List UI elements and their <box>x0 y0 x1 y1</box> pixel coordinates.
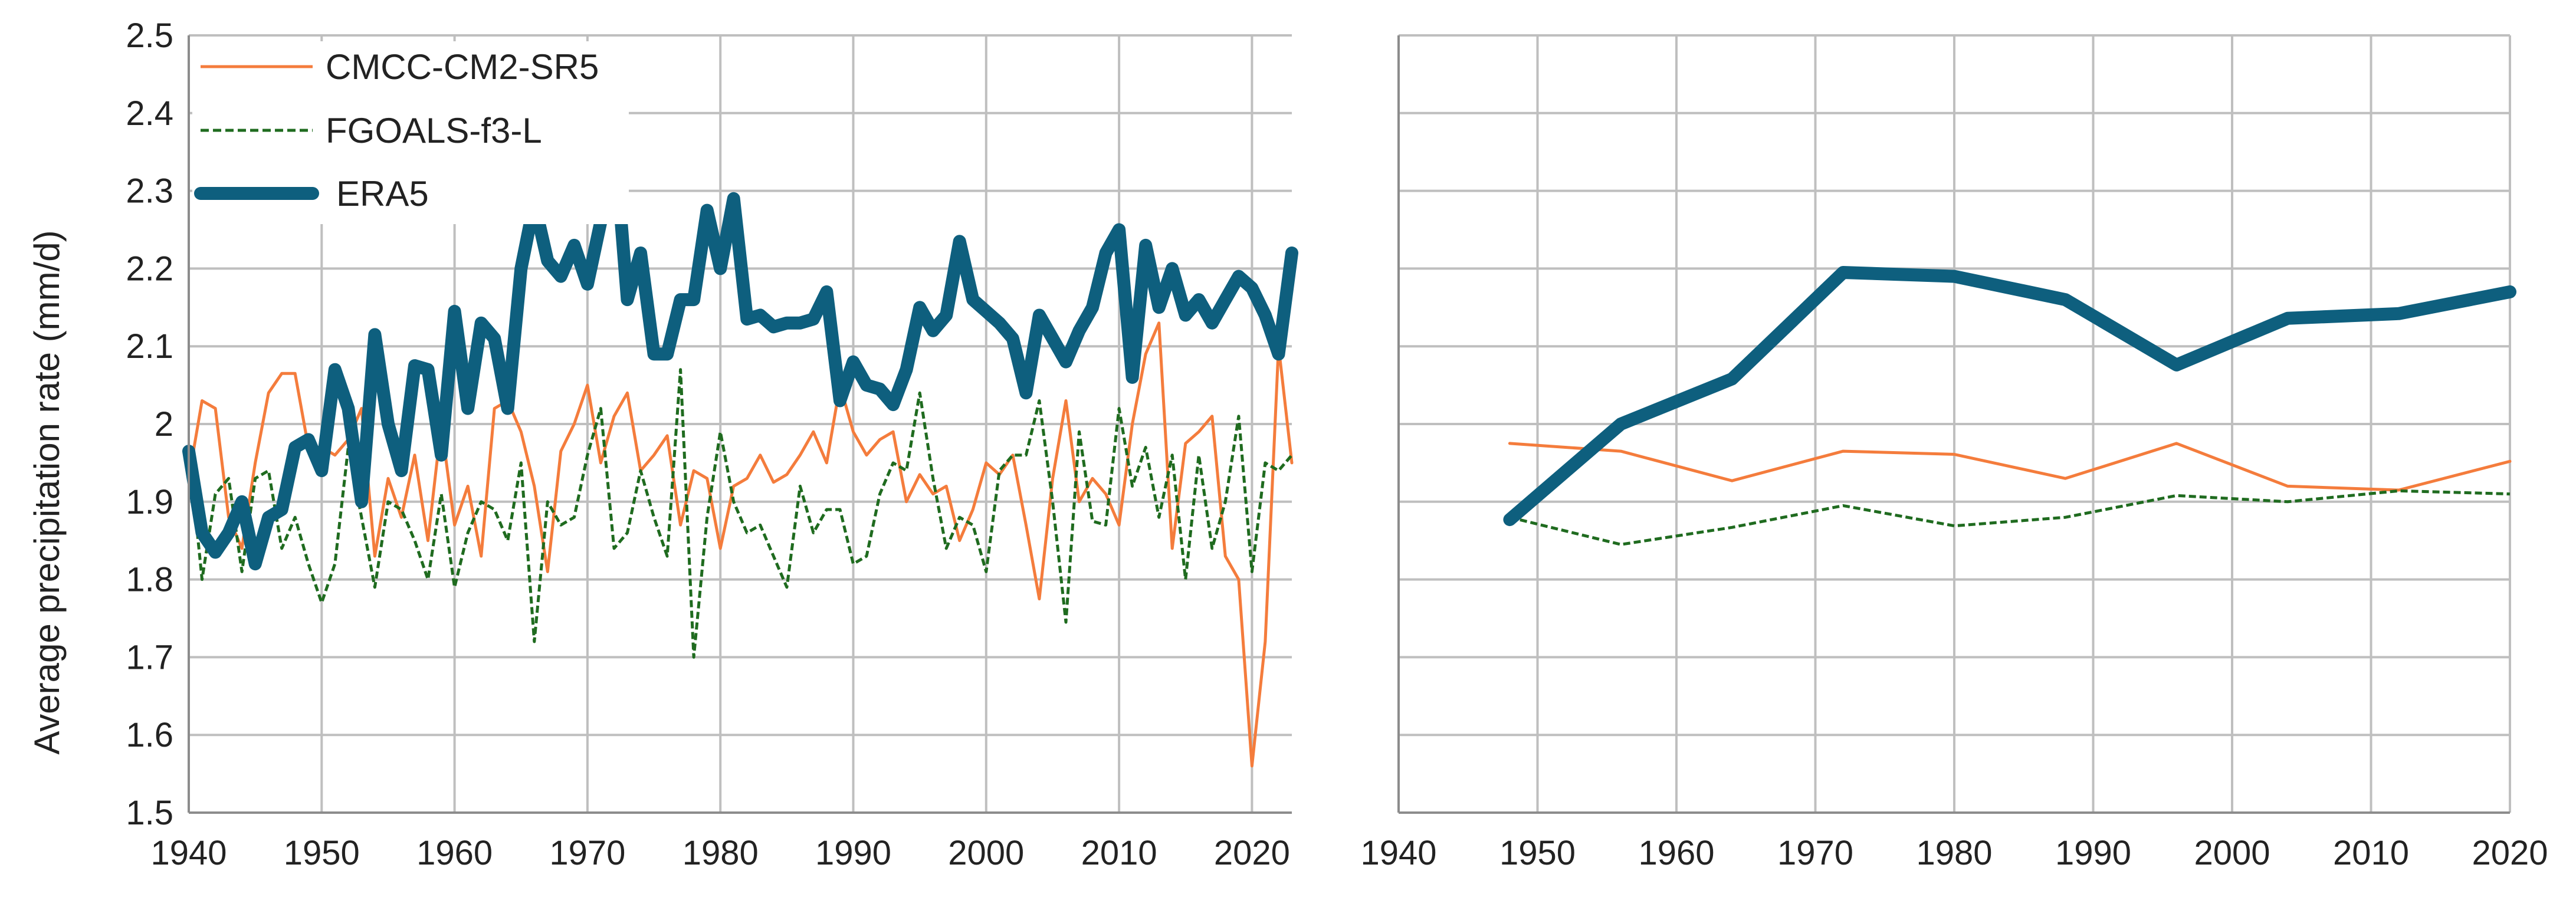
legend-entry-era5: ERA5 <box>194 174 429 213</box>
series-line-fgoals-f3-l <box>1509 489 2511 546</box>
legend: CMCC-CM2-SR5 FGOALS-f3-L ERA5 <box>192 41 629 224</box>
x-tick-labels-period-means: 1940 1950 1960 1970 1980 1990 2000 2010 2020 <box>1360 834 2548 872</box>
legend-label-cmcc: CMCC-CM2-SR5 <box>326 47 599 87</box>
y-tick-label-2-4: 2.4 <box>126 94 173 133</box>
series-line-fgoals-f3-l <box>187 368 1293 659</box>
x-tick-label-1960: 1960 <box>1638 834 1714 872</box>
y-tick-label-2-3: 2.3 <box>126 172 173 211</box>
series-line-era5 <box>182 126 1298 571</box>
axes-period-means <box>1397 35 2510 814</box>
y-tick-label-1-9: 1.9 <box>126 483 173 521</box>
x-tick-label-1970: 1970 <box>549 834 625 872</box>
x-tick-label-1960: 1960 <box>416 834 493 872</box>
x-tick-label-1950: 1950 <box>1499 834 1576 872</box>
x-tick-labels-annual: 1940 1950 1960 1970 1980 1990 2000 2010 2020 <box>150 834 1289 872</box>
axes-annual <box>188 35 1292 814</box>
x-tick-label-2010: 2010 <box>1081 834 1157 872</box>
x-tick-label-1950: 1950 <box>284 834 360 872</box>
x-tick-label-1990: 1990 <box>2055 834 2131 872</box>
y-tick-label-1-7: 1.7 <box>126 638 173 676</box>
chart-annual: 1.5 1.6 1.7 1.8 1.9 2 2.1 2.2 2.3 2.4 2.5 1940 1950… <box>27 17 1298 872</box>
legend-entry-cmcc: CMCC-CM2-SR5 <box>201 47 599 87</box>
x-tick-label-1940: 1940 <box>150 834 227 872</box>
legend-label-fgoals: FGOALS-f3-L <box>326 111 542 150</box>
y-tick-label-2-5: 2.5 <box>126 17 173 55</box>
series-line-era5 <box>1503 266 2516 527</box>
chart-period-means: 1940 1950 1960 1970 1980 1990 2000 2010 2020 <box>1360 34 2548 872</box>
series-period-means <box>1503 266 2516 546</box>
x-tick-label-2000: 2000 <box>948 834 1024 872</box>
x-tick-label-1980: 1980 <box>682 834 759 872</box>
x-tick-label-2020: 2020 <box>2472 834 2548 872</box>
x-tick-label-2020: 2020 <box>1214 834 1290 872</box>
y-tick-label-1-6: 1.6 <box>126 716 173 754</box>
x-tick-label-1990: 1990 <box>815 834 891 872</box>
x-tick-label-1980: 1980 <box>1916 834 1992 872</box>
y-tick-label-2: 2 <box>155 405 173 443</box>
y-tick-labels-annual: 1.5 1.6 1.7 1.8 1.9 2 2.1 2.2 2.3 2.4 2.5 <box>126 17 173 832</box>
x-tick-label-2010: 2010 <box>2333 834 2409 872</box>
y-tick-label-1-8: 1.8 <box>126 561 173 599</box>
series-annual <box>182 126 1298 768</box>
legend-entry-fgoals: FGOALS-f3-L <box>201 111 542 150</box>
x-tick-label-1970: 1970 <box>1777 834 1853 872</box>
y-tick-label-2-1: 2.1 <box>126 327 173 366</box>
y-axis-label: Average precipitation rate (mm/d) <box>27 230 67 754</box>
y-tick-label-2-2: 2.2 <box>126 249 173 288</box>
x-tick-label-1940: 1940 <box>1360 834 1436 872</box>
series-line-cmcc-cm2-sr5 <box>1508 442 2512 492</box>
grid-period-means <box>1399 34 2511 814</box>
x-tick-label-2000: 2000 <box>2194 834 2270 872</box>
y-tick-label-1-5: 1.5 <box>126 794 173 832</box>
legend-label-era5: ERA5 <box>336 174 429 213</box>
